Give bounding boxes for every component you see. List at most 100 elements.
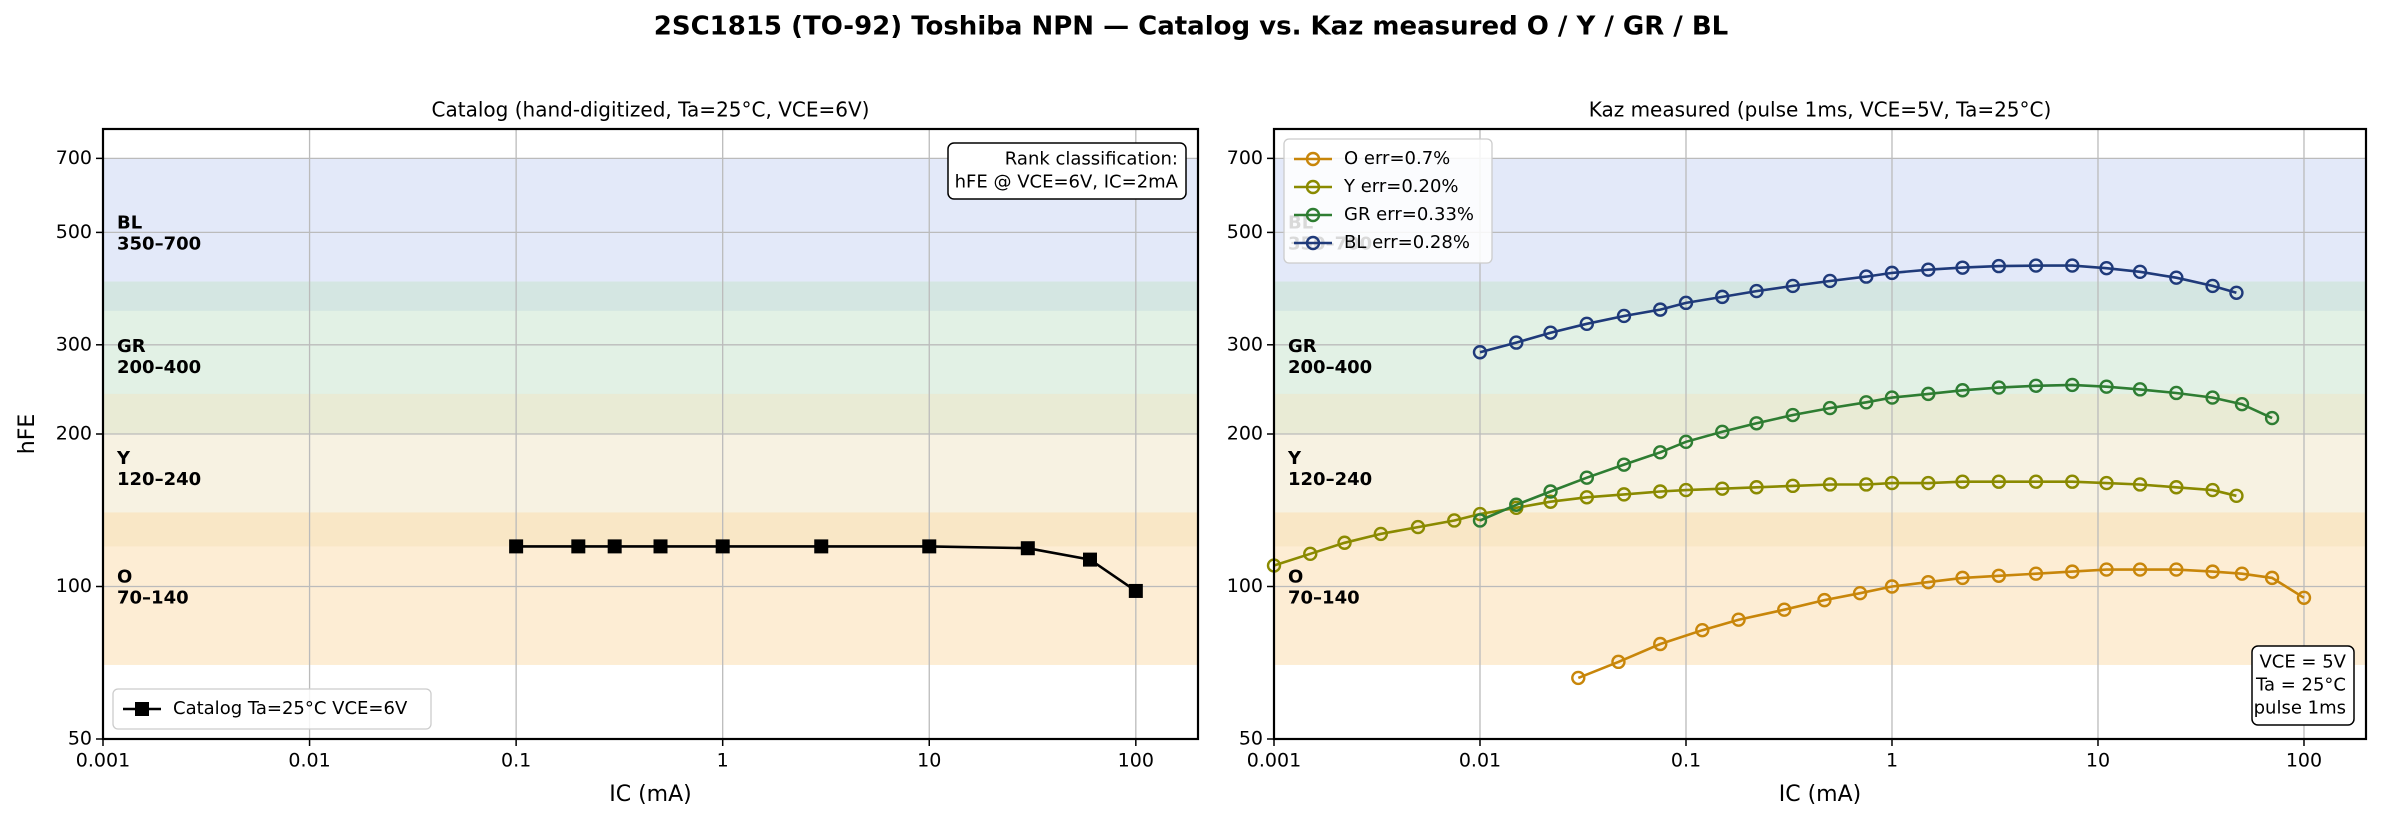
marker (1695, 622, 1710, 638)
marker (1337, 535, 1352, 550)
axes-frame (1272, 127, 2368, 741)
legend-label: O err=0.7% (1344, 148, 1450, 169)
marker (1715, 481, 1730, 496)
marker (1749, 416, 1764, 431)
marker (1749, 480, 1764, 495)
marker (1678, 434, 1694, 450)
y-tick-label: 500 (56, 221, 92, 243)
rank-band (103, 512, 1198, 665)
marker (1991, 258, 2007, 274)
marker (1955, 260, 1970, 275)
legend-marker (1305, 235, 1321, 251)
marker (2264, 570, 2280, 586)
marker (2229, 488, 2244, 504)
marker (1616, 487, 1632, 502)
x-tick-label: 0.1 (1671, 750, 1701, 772)
x-axis-label: IC (mA) (609, 782, 692, 807)
marker (715, 539, 730, 554)
subplot: 0.0010.010.111010050100200300500700BL350… (1227, 98, 2368, 807)
marker (1571, 670, 1586, 686)
marker (1579, 490, 1595, 505)
series-line (1479, 264, 2237, 354)
marker (1921, 574, 1936, 590)
marker (1731, 612, 1746, 627)
marker (1128, 583, 1143, 598)
marker (1884, 265, 1900, 281)
series-line (516, 545, 1137, 592)
marker (1579, 316, 1595, 332)
marker (509, 539, 524, 554)
band-name: BL (117, 213, 142, 234)
marker (2099, 379, 2114, 394)
marker (2065, 564, 2080, 579)
x-tick-label: 100 (1118, 750, 1154, 772)
marker (1410, 519, 1426, 535)
marker (1653, 636, 1668, 652)
x-tick-label: 1 (717, 750, 729, 772)
marker (653, 539, 668, 554)
marker (1991, 380, 2007, 395)
band-range: 200–400 (117, 357, 201, 378)
marker (2169, 480, 2184, 495)
y-tick-label: 500 (1227, 221, 1263, 243)
marker (1921, 475, 1936, 491)
marker (2229, 285, 2244, 300)
marker (922, 539, 937, 554)
marker (1822, 477, 1838, 492)
rank-band (1274, 512, 2366, 665)
marker (1822, 273, 1838, 289)
marker (1082, 552, 1097, 567)
marker (2205, 482, 2220, 498)
marker (1447, 513, 1462, 528)
band-range: 120–240 (1288, 469, 1372, 490)
x-axis-label: IC (mA) (1779, 782, 1862, 807)
band-range: 350–700 (117, 234, 201, 255)
marker (1859, 477, 1874, 492)
band-range: 70–140 (1288, 588, 1360, 609)
y-tick-label: 100 (56, 575, 92, 597)
band-name: GR (1288, 336, 1317, 357)
band-range: 120–240 (117, 469, 201, 490)
marker (2169, 270, 2184, 285)
marker (1817, 592, 1832, 608)
marker (2028, 474, 2044, 489)
marker (2205, 390, 2220, 405)
y-tick-label: 200 (56, 423, 92, 445)
marker (1777, 602, 1792, 617)
axes-frame (101, 127, 1200, 741)
marker (1543, 494, 1558, 509)
annotation-box (2251, 645, 2355, 726)
marker (571, 539, 586, 554)
marker (1373, 526, 1389, 542)
series-line (1273, 480, 2237, 567)
legend-marker (1305, 151, 1321, 167)
marker (2296, 590, 2312, 605)
y-tick-label: 700 (1227, 147, 1263, 169)
legend-marker (1305, 179, 1321, 195)
marker (1859, 269, 1874, 284)
x-tick-label: 100 (2286, 750, 2322, 772)
marker (2169, 562, 2184, 577)
marker (1715, 289, 1730, 305)
marker (1579, 470, 1595, 485)
y-tick-label: 100 (1227, 575, 1263, 597)
band-name: GR (117, 336, 146, 357)
marker (1509, 335, 1524, 350)
marker (2028, 378, 2044, 393)
band-range: 70–140 (117, 588, 189, 609)
marker (1884, 390, 1900, 405)
y-tick-label: 50 (1239, 728, 1263, 750)
annotation-text: Rank classification: (1005, 149, 1178, 170)
legend-label: BL err=0.28% (1344, 232, 1470, 253)
band-name: Y (116, 448, 131, 469)
legend-label: Catalog Ta=25°C VCE=6V (173, 698, 408, 719)
subplot-title: Kaz measured (pulse 1ms, VCE=5V, Ta=25°C… (1589, 98, 2052, 122)
marker (2264, 410, 2280, 426)
y-tick-label: 50 (68, 728, 92, 750)
legend-marker (135, 702, 149, 716)
legend-label: GR err=0.33% (1344, 204, 1474, 225)
marker (1616, 308, 1632, 324)
marker (1543, 484, 1558, 499)
